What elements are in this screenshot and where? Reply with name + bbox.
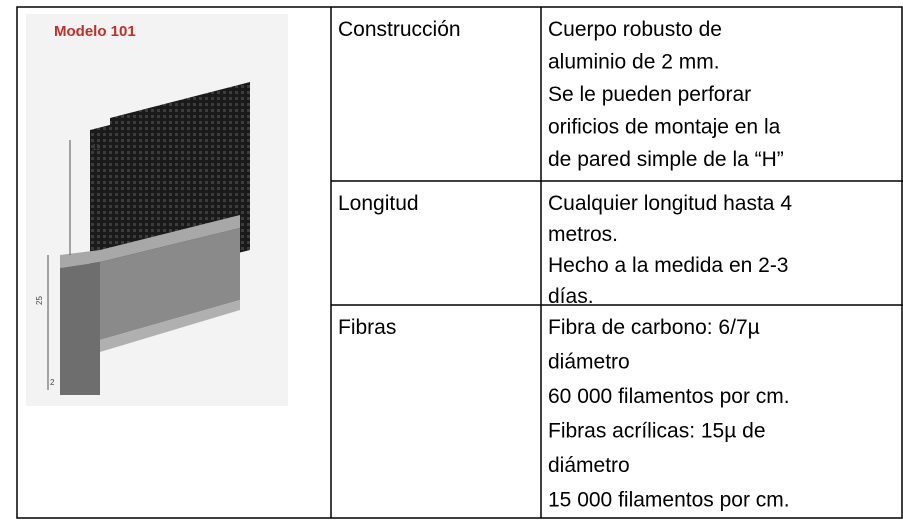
row-text: orificios de montaje en la: [548, 116, 781, 139]
row-text: Fibras acrílicas: 15µ de: [548, 420, 766, 443]
row-text: aluminio de 2 mm.: [548, 51, 720, 74]
row-text: Fibra de carbono: 6/7µ: [548, 316, 760, 339]
row-text: diámetro: [548, 351, 630, 374]
row-label: Fibras: [338, 316, 396, 339]
model-label: Modelo 101: [54, 23, 136, 40]
row-text: Cuerpo robusto de: [548, 18, 722, 41]
row-text: metros.: [548, 223, 618, 246]
row-text: Hecho a la medida en 2-3: [548, 254, 789, 277]
row-text: de pared simple de la “H”: [548, 148, 784, 171]
row-text: 60 000 filamentos por cm.: [548, 385, 790, 408]
row-label: Longitud: [338, 192, 419, 215]
row-text: días.: [548, 285, 594, 308]
dimension-label: 2: [50, 378, 55, 387]
row-text: Se le pueden perforar: [548, 83, 751, 106]
row-text: Cualquier longitud hasta 4: [548, 192, 792, 215]
dimension-label: 11: [92, 143, 101, 152]
table-cells: Construcción Cuerpo robusto de aluminio de…: [338, 18, 792, 512]
row-text: 15 000 filamentos por cm.: [548, 489, 790, 512]
row-text: diámetro: [548, 454, 630, 477]
row-label: Construcción: [338, 18, 461, 41]
dimension-label: 25: [35, 296, 44, 305]
product-illustration: Modelo 101 11 25 2: [26, 14, 288, 406]
table-borders: [16, 6, 903, 519]
